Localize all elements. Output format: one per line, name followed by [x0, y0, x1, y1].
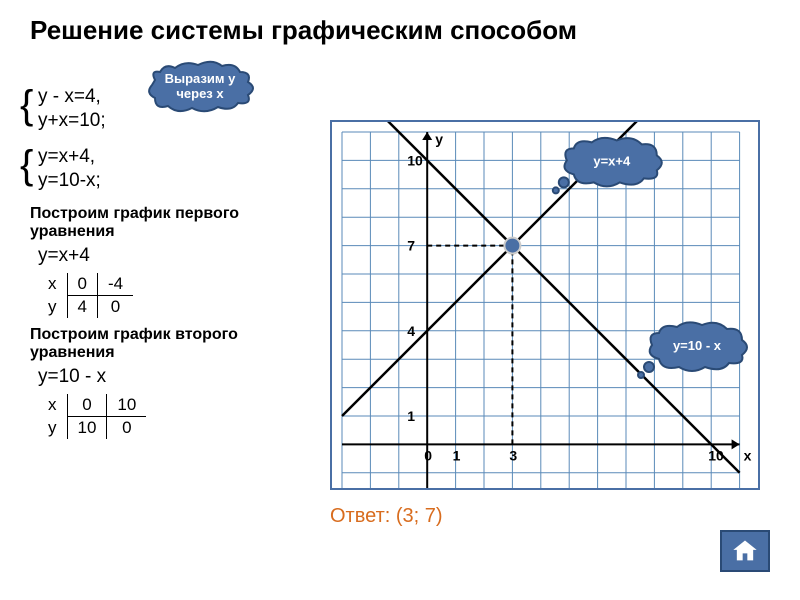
- ytick: 10: [407, 152, 423, 168]
- ytick: 1: [407, 408, 415, 424]
- system-1: { y - x=4, y+x=10;: [30, 85, 310, 133]
- xtick: 0: [424, 447, 432, 463]
- svg-text:y=x+4: y=x+4: [593, 153, 631, 168]
- x-axis-label: x: [744, 447, 752, 463]
- xtick: 3: [509, 447, 517, 463]
- left-column: { y - x=4, y+x=10; { y=x+4, y=10-x; Пост…: [30, 85, 310, 447]
- xtick: 10: [708, 447, 724, 463]
- answer-text: Ответ: (3; 7): [330, 505, 443, 528]
- sys2-eq1: y=x+4,: [38, 145, 310, 169]
- build1-label: Построим график первого уравнения: [30, 205, 310, 241]
- ytick: 4: [407, 323, 415, 339]
- svg-text:y=10 - x: y=10 - x: [673, 338, 722, 353]
- xtick: 1: [453, 447, 461, 463]
- sys1-eq1: y - x=4,: [38, 85, 310, 109]
- sys1-eq2: y+x=10;: [38, 109, 310, 133]
- hint-line1: Выразим у: [165, 71, 237, 86]
- y-axis-label: y: [435, 131, 443, 147]
- home-button[interactable]: [720, 530, 770, 572]
- page-title: Решение системы графическим способом: [30, 15, 577, 46]
- system-2: { y=x+4, y=10-x;: [30, 145, 310, 193]
- table-b: x010 y100: [38, 394, 146, 439]
- coordinate-chart: 0 1 3 10 1 4 7 10 x y y=x+4 y=10 - x: [330, 120, 760, 490]
- sys2-eq2: y=10-x;: [38, 169, 310, 193]
- equation-b: y=10 - x: [38, 366, 310, 388]
- brace-icon: {: [20, 145, 33, 185]
- equation-a: y=x+4: [38, 245, 310, 267]
- table-a: x0-4 y40: [38, 273, 133, 318]
- build2-label: Построим график второго уравнения: [30, 326, 310, 362]
- home-icon: [730, 537, 760, 565]
- ytick: 7: [407, 238, 415, 254]
- brace-icon: {: [20, 85, 33, 125]
